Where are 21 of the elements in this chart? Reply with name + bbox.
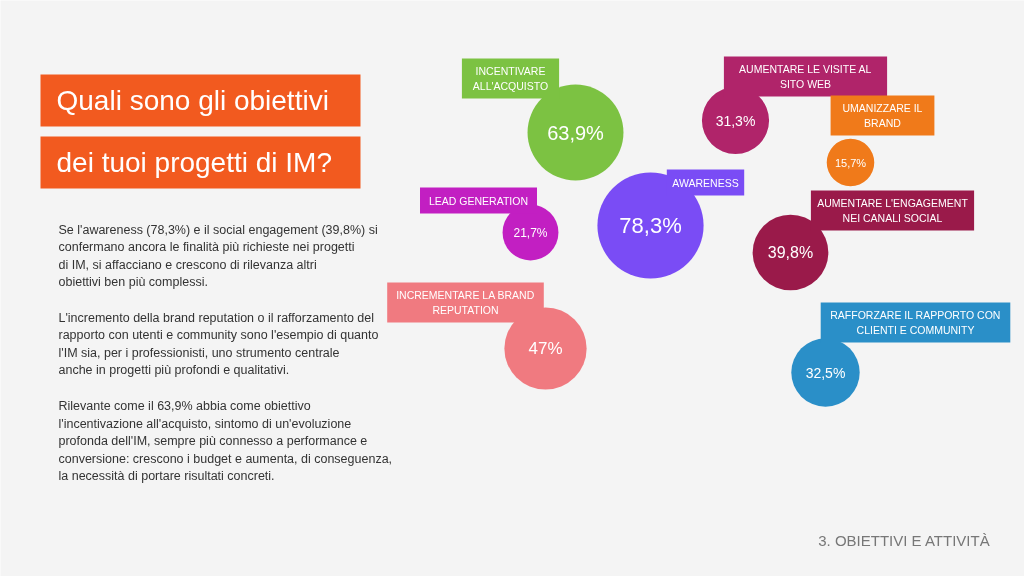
category-label: AUMENTARE LE VISITE AL SITO WEB (739, 62, 872, 91)
category-label: INCENTIVARE ALL'ACQUISTO (472, 64, 549, 93)
data-label: 47% (528, 339, 563, 358)
category-label: AWARENESS (672, 176, 739, 189)
text: L'incremento della brand reputation o il rafforzamento del rapporto con utenti e community sono l'esempio di quanto l'IM sia, per i professionisti, uno strumento centrale anche in progetti più profondi e qualitativi. (58, 310, 379, 378)
category-label: INCREMENTARE LA BRAND REPUTATION (396, 288, 535, 317)
data-label: 63,9% (547, 121, 605, 144)
data-label: 32,5% (805, 364, 846, 381)
text: Quali sono gli obiettivi dei tuoi progetti di IM? (56, 85, 332, 178)
data-label: 15,7% (834, 156, 867, 169)
data-label: 39,8% (767, 244, 814, 261)
category-label: LEAD GENERATION (429, 194, 528, 207)
category-label: RAFFORZARE IL RAPPORTO CON CLIENTI E COMMUNITY (830, 308, 1001, 337)
text: Rilevante come il 63,9% abbia come obiettivo l'incentivazione all'acquisto, sintomo di un'evoluzione profonda dell'IM, sempre più connesso a performance e conversione: crescono i budget e aumenta, di conseguenza, la necessità di portare risultati concreti. (58, 399, 393, 484)
category-label: AUMENTARE L'ENGAGEMENT NEI CANALI SOCIAL (817, 196, 969, 225)
text: 3. OBIETTIVI E ATTIVITÀ (818, 532, 990, 549)
category-label: UMANIZZARE IL BRAND (842, 101, 923, 130)
data-label: 78,3% (619, 213, 682, 238)
text: Se l'awareness (78,3%) e il social engagement (39,8%) si confermano ancora le finalità più richieste nei progetti di IM, si affacciano e crescono di rilevanza altri obiettivi ben più complessi. (58, 222, 378, 289)
data-label: 21,7% (513, 225, 548, 240)
data-label: 31,3% (715, 112, 756, 129)
